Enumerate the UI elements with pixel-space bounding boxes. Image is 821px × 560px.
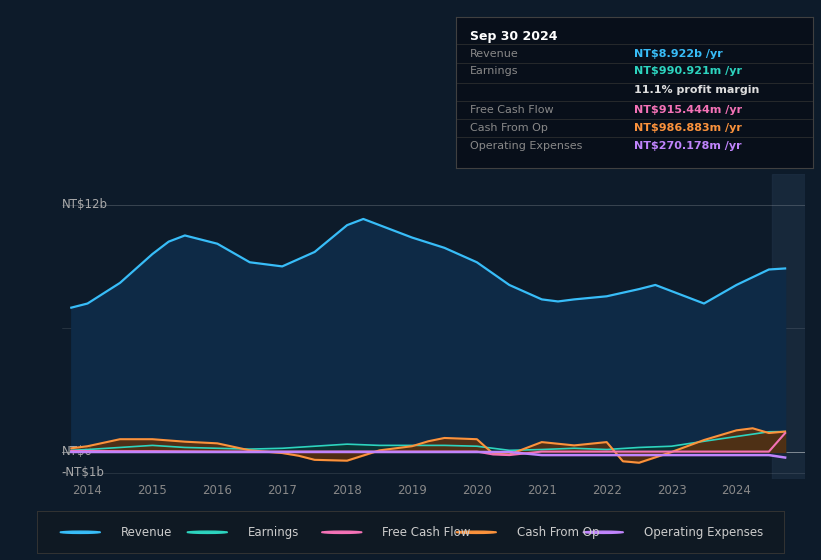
Text: -NT$1b: -NT$1b: [62, 466, 104, 479]
Text: Operating Expenses: Operating Expenses: [470, 141, 582, 151]
Text: NT$12b: NT$12b: [62, 198, 108, 211]
Text: Earnings: Earnings: [470, 66, 518, 76]
Text: NT$0: NT$0: [62, 446, 93, 459]
Text: Cash From Op: Cash From Op: [470, 123, 548, 133]
Bar: [772, 174, 805, 479]
Text: NT$986.883m /yr: NT$986.883m /yr: [635, 123, 742, 133]
Circle shape: [583, 531, 623, 534]
Text: Operating Expenses: Operating Expenses: [644, 526, 763, 539]
Circle shape: [456, 531, 497, 534]
Circle shape: [322, 531, 362, 534]
Text: Free Cash Flow: Free Cash Flow: [382, 526, 470, 539]
Text: Cash From Op: Cash From Op: [516, 526, 599, 539]
Circle shape: [60, 531, 100, 534]
Text: NT$915.444m /yr: NT$915.444m /yr: [635, 105, 742, 115]
Text: 11.1% profit margin: 11.1% profit margin: [635, 85, 759, 95]
Circle shape: [187, 531, 227, 534]
Text: Sep 30 2024: Sep 30 2024: [470, 30, 557, 43]
Text: NT$990.921m /yr: NT$990.921m /yr: [635, 66, 742, 76]
Text: Earnings: Earnings: [248, 526, 299, 539]
Text: NT$8.922b /yr: NT$8.922b /yr: [635, 49, 723, 59]
Text: Free Cash Flow: Free Cash Flow: [470, 105, 553, 115]
Text: NT$270.178m /yr: NT$270.178m /yr: [635, 141, 742, 151]
Text: Revenue: Revenue: [470, 49, 519, 59]
Text: Revenue: Revenue: [121, 526, 172, 539]
